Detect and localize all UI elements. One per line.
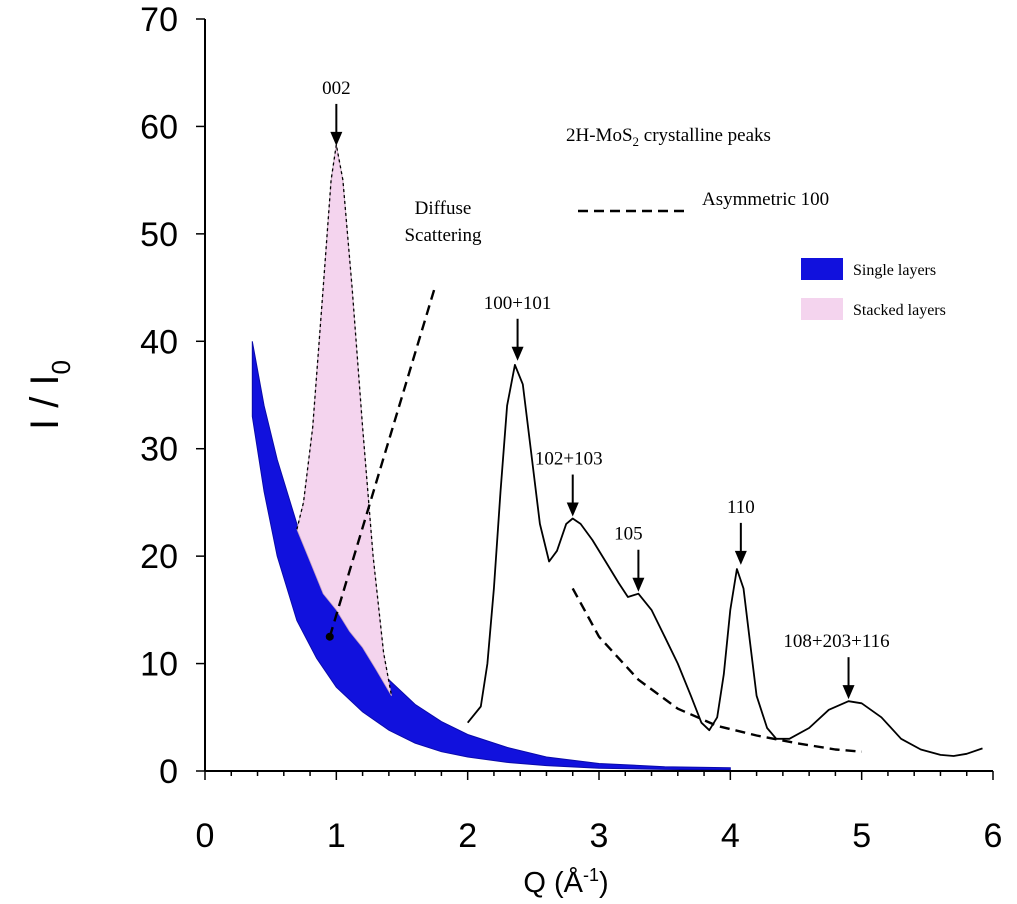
legend-swatch-single: [801, 258, 843, 280]
x-tick-label-5: 5: [852, 817, 871, 855]
series-line-2: [328, 287, 436, 638]
diffuse-label-line1: Diffuse: [415, 198, 472, 219]
peak-arrow-head: [632, 577, 645, 592]
peak-label-3: 105: [614, 524, 643, 545]
legend-label-stacked: Stacked layers: [853, 302, 946, 319]
x-tick-label-6: 6: [984, 817, 1003, 855]
diffuse-start-dot: [325, 632, 334, 641]
peak-label-4: 110: [727, 497, 755, 518]
legend-label-single: Single layers: [853, 262, 936, 279]
area-fills: [251, 144, 731, 771]
x-tick-label-2: 2: [458, 817, 477, 855]
y-tick-label-30: 30: [140, 431, 178, 469]
peak-arrow-head: [566, 502, 579, 517]
x-tick-label-4: 4: [721, 817, 740, 855]
series-line-0: [467, 363, 983, 757]
peak-label-2: 102+103: [535, 449, 603, 470]
y-tick-label-10: 10: [140, 646, 178, 684]
crystalline-peaks-title: 2H-MoS2 crystalline peaks: [566, 125, 771, 149]
legend-swatch-stacked: [801, 298, 843, 320]
y-tick-label-70: 70: [140, 1, 178, 39]
peak-label-5: 108+203+116: [783, 631, 889, 652]
y-tick-label-40: 40: [140, 323, 178, 361]
x-tick-label-1: 1: [327, 817, 346, 855]
y-axis-title: I / I0: [23, 360, 76, 430]
peak-label-0: 002: [322, 78, 351, 99]
peak-arrow-head: [330, 131, 343, 146]
series-line-1: [571, 587, 862, 753]
y-tick-label-0: 0: [159, 753, 178, 791]
x-axis-title: Q (Å-1): [523, 865, 608, 899]
y-tick-label-50: 50: [140, 216, 178, 254]
asymmetric-legend-label: Asymmetric 100: [702, 189, 829, 210]
y-tick-label-60: 60: [140, 108, 178, 146]
x-tick-label-3: 3: [590, 817, 609, 855]
peak-arrow-head: [734, 550, 747, 565]
peak-arrow-head: [511, 346, 524, 361]
x-tick-label-0: 0: [196, 817, 215, 855]
y-tick-label-20: 20: [140, 538, 178, 576]
peak-arrow-head: [842, 685, 855, 700]
stacked-layers-outline: [296, 144, 393, 696]
peak-label-1: 100+101: [484, 293, 552, 314]
peak-arrows: 002 100+101 102+103 105 110 108+203+116: [322, 78, 890, 700]
series-lines: [296, 144, 983, 757]
diffuse-label-line2: Scattering: [404, 225, 482, 246]
